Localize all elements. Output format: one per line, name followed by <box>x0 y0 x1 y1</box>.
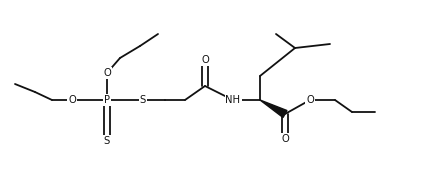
Text: P: P <box>104 95 110 105</box>
Text: O: O <box>306 95 314 105</box>
Text: S: S <box>140 95 146 105</box>
Text: O: O <box>201 55 209 65</box>
Text: O: O <box>103 68 111 78</box>
Text: O: O <box>68 95 76 105</box>
Text: O: O <box>281 134 289 144</box>
Polygon shape <box>260 100 287 117</box>
Text: S: S <box>104 136 110 146</box>
Text: NH: NH <box>226 95 240 105</box>
